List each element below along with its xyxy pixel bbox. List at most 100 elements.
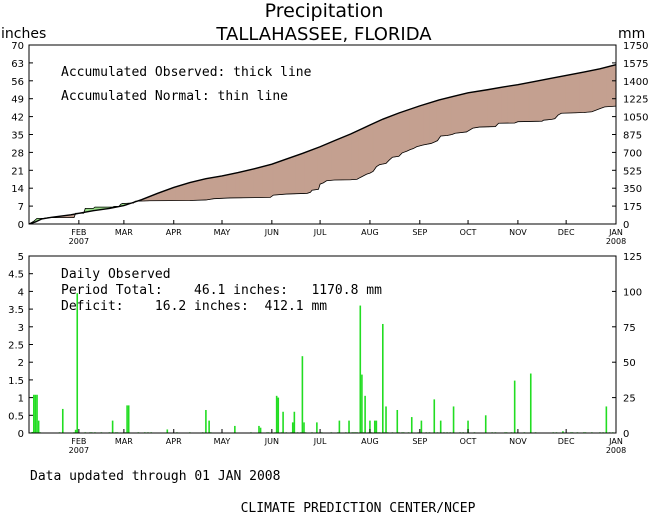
right-tick-label: 25 [623,394,636,405]
daily-precip-bar [361,374,363,433]
month-tick-label: SEP [412,437,427,446]
month-tick-label: FEB [71,228,86,237]
left-tick-label: 1.5 [8,376,24,387]
left-tick-label: 2 [18,358,24,369]
left-tick-label: 7 [18,202,24,213]
daily-precip-bar [111,420,114,433]
daily-precip-bar [34,394,37,433]
daily-precip-bar [127,405,130,433]
right-tick-label: 525 [623,166,642,177]
left-tick-label: 3.5 [8,305,24,316]
daily-precip-bar [126,405,128,433]
daily-precip-bar [37,420,40,433]
year-tick-label: 2008 [606,446,626,455]
accumulated-normal-line [28,105,617,225]
daily-precip-bar [275,395,278,433]
right-tick-label: 700 [623,148,642,159]
month-tick-label: MAY [214,228,231,237]
left-tick-label: 4.5 [8,270,24,281]
daily-precip-bar [439,420,442,433]
left-tick-label: 5 [18,252,24,263]
month-tick-label: JAN [608,437,623,446]
daily-precip-bar [396,409,399,433]
left-tick-label: 21 [11,166,24,177]
daily-precip-bar [33,394,35,433]
right-tick-label: 875 [623,131,642,142]
accumulated-observed-note: Accumulated Observed: thick line [61,65,312,80]
right-tick-label: 1225 [623,95,648,106]
month-tick-label: JUN [264,228,279,237]
daily-precip-bar [348,420,350,433]
right-tick-label: 0 [623,429,629,440]
daily-panel: 00.511.522.533.544.550255075100125FEB200… [8,252,642,455]
daily-precip-bar [385,406,387,433]
daily-precip-bar [484,415,487,433]
data-updated-note: Data updated through 01 JAN 2008 [30,469,280,484]
daily-precip-bar [373,420,376,433]
year-tick-label: 2008 [606,237,626,246]
month-tick-label: MAR [115,228,133,237]
accumulated-panel: 0714212835424956637001753505257008751050… [11,41,648,246]
left-tick-label: 49 [11,95,24,106]
daily-precip-bar [364,395,366,433]
month-tick-label: JUL [313,228,327,237]
daily-precip-bar [382,323,384,433]
daily-precip-bar [433,399,436,433]
month-tick-label: OCT [460,228,477,237]
left-tick-label: 0 [18,220,24,231]
chart-location: TALLAHASSEE, FLORIDA [215,24,432,45]
chart-title: Precipitation [265,0,384,22]
daily-observed-note: Daily Observed [61,267,171,282]
left-tick-label: 14 [11,184,24,195]
month-tick-label: JAN [608,228,623,237]
daily-precip-bar [513,380,516,433]
daily-precip-bar [61,408,64,433]
month-tick-label: APR [166,228,182,237]
right-tick-label: 175 [623,202,642,213]
month-tick-label: FEB [71,437,86,446]
left-unit-label: inches [1,26,46,42]
daily-precip-bar [76,293,79,433]
daily-precip-bar [410,417,413,433]
daily-precip-bar [31,431,34,433]
left-tick-label: 1 [18,394,24,405]
right-tick-label: 0 [623,220,629,231]
daily-precip-bar [293,411,296,433]
month-tick-label: MAR [115,437,133,446]
right-tick-label: 1750 [623,41,648,52]
daily-precip-bar [529,373,532,433]
left-tick-label: 4 [18,287,24,298]
daily-precip-bar [282,411,284,433]
daily-precip-bar [208,420,210,433]
month-tick-label: MAY [214,437,231,446]
left-tick-label: 56 [11,77,24,88]
month-tick-label: AUG [361,437,379,446]
daily-precip-bar [166,429,169,433]
month-tick-label: JUL [313,437,327,446]
month-tick-label: JUN [264,437,279,446]
left-tick-label: 63 [11,59,24,70]
left-tick-label: 0 [18,429,24,440]
daily-precip-bar [291,422,294,433]
daily-precip-bar [316,422,318,433]
period-total-note: Period Total: 46.1 inches: 1170.8 mm [61,283,382,298]
year-tick-label: 2007 [69,237,89,246]
daily-precip-bar [301,356,304,433]
daily-precip-bar [467,420,469,433]
daily-precip-bar [420,420,423,433]
right-tick-label: 75 [623,323,636,334]
left-tick-label: 0.5 [8,411,24,422]
left-tick-label: 42 [11,113,24,124]
daily-precip-bar [258,425,260,433]
daily-precip-bar [303,422,305,433]
daily-precip-bar [277,397,280,433]
right-tick-label: 350 [623,184,642,195]
left-tick-label: 28 [11,148,24,159]
year-tick-label: 2007 [69,446,89,455]
left-tick-label: 35 [11,131,24,142]
month-tick-label: NOV [509,228,527,237]
daily-precip-bar [359,305,362,433]
daily-precip-bar [338,420,341,433]
right-tick-label: 1050 [623,113,648,124]
